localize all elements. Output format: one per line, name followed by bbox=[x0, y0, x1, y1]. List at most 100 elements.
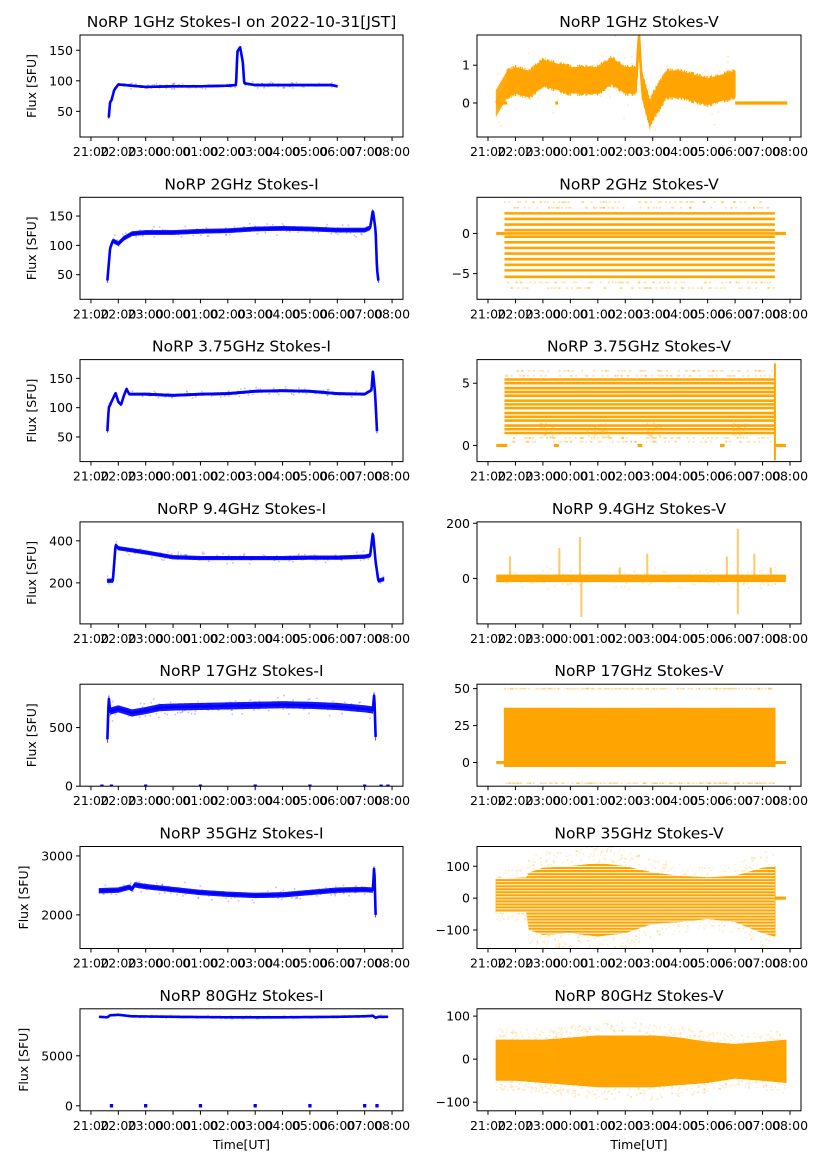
data-point bbox=[600, 429, 603, 432]
data-point bbox=[702, 201, 704, 204]
data-point bbox=[755, 281, 758, 284]
data-point bbox=[622, 281, 625, 284]
data-point bbox=[298, 391, 301, 394]
data-point bbox=[247, 394, 250, 396]
data-point bbox=[327, 388, 329, 391]
data-point bbox=[269, 81, 272, 83]
data-point bbox=[295, 81, 298, 84]
data-point bbox=[135, 235, 137, 238]
data-point bbox=[653, 437, 656, 439]
data-point bbox=[689, 206, 692, 209]
data-point bbox=[580, 91, 583, 93]
data-point bbox=[767, 206, 770, 209]
data-point bbox=[687, 96, 689, 99]
data-point bbox=[569, 73, 571, 76]
data-point bbox=[176, 86, 179, 89]
data-point bbox=[633, 79, 635, 81]
data-point bbox=[754, 281, 757, 284]
data-point bbox=[610, 64, 613, 67]
data-point bbox=[119, 240, 121, 243]
data-point bbox=[120, 401, 123, 403]
data-point bbox=[630, 55, 633, 58]
data-point bbox=[565, 83, 568, 85]
data-point bbox=[159, 393, 161, 396]
data-point bbox=[679, 73, 681, 75]
data-point bbox=[534, 75, 537, 78]
data-point bbox=[636, 374, 639, 377]
data-point bbox=[318, 392, 321, 395]
data-point bbox=[532, 75, 535, 78]
x-tick-label: 03:00 bbox=[635, 469, 671, 484]
data-point bbox=[582, 437, 585, 439]
data-point bbox=[254, 225, 257, 227]
data-point bbox=[738, 369, 741, 372]
data-point bbox=[689, 206, 692, 209]
data-point bbox=[625, 79, 628, 81]
data-point bbox=[560, 206, 563, 209]
data-point bbox=[194, 396, 197, 398]
data-point bbox=[600, 369, 603, 372]
data-point bbox=[686, 201, 689, 204]
data-point bbox=[570, 440, 572, 443]
data-point bbox=[191, 397, 194, 399]
data-point bbox=[248, 222, 251, 225]
data-point bbox=[260, 82, 263, 85]
data-point bbox=[702, 437, 704, 439]
data-point bbox=[135, 85, 137, 87]
data-point bbox=[702, 84, 705, 87]
data-point bbox=[744, 423, 747, 426]
data-point bbox=[211, 231, 213, 234]
axes-frame bbox=[476, 359, 802, 463]
data-point bbox=[614, 374, 617, 377]
x-tick-label: 02:00 bbox=[607, 144, 643, 159]
data-point bbox=[114, 239, 117, 242]
data-point bbox=[242, 72, 245, 75]
data-point bbox=[650, 424, 653, 427]
data-point bbox=[563, 80, 565, 83]
data-point bbox=[228, 83, 231, 86]
data-point bbox=[602, 437, 604, 439]
data-point bbox=[268, 83, 271, 85]
data-point bbox=[581, 201, 584, 204]
data-point bbox=[188, 393, 191, 395]
data-point bbox=[601, 374, 604, 377]
data-point bbox=[653, 440, 656, 443]
data-point bbox=[726, 374, 729, 377]
data-point bbox=[759, 374, 762, 377]
data-point bbox=[702, 93, 705, 95]
data-point bbox=[317, 231, 320, 234]
data-point bbox=[212, 229, 215, 231]
x-tick-label: 21:00 bbox=[73, 144, 109, 159]
data-point bbox=[701, 99, 703, 101]
data-point bbox=[355, 236, 357, 238]
subplot-v2: NoRP 2GHz Stokes-V −5 0 21:0022:0023:0000:0… bbox=[452, 175, 809, 321]
data-point bbox=[631, 287, 634, 289]
data-point bbox=[677, 437, 680, 439]
data-point bbox=[593, 435, 596, 438]
y-tick-label: −5 bbox=[452, 266, 470, 281]
data-point bbox=[271, 227, 274, 230]
data-point bbox=[172, 393, 174, 396]
data-point bbox=[529, 437, 532, 439]
data-point bbox=[543, 432, 546, 435]
data-point bbox=[567, 369, 570, 372]
data-point bbox=[618, 201, 620, 204]
data-point bbox=[627, 281, 630, 284]
data-point bbox=[666, 374, 668, 377]
data-point bbox=[140, 86, 143, 88]
data-point bbox=[623, 369, 626, 372]
data-point bbox=[337, 226, 339, 229]
data-point bbox=[658, 95, 661, 97]
data-point bbox=[722, 369, 724, 372]
data-point bbox=[623, 117, 625, 120]
data-point bbox=[272, 387, 275, 390]
data-point bbox=[752, 206, 755, 209]
data-point bbox=[326, 223, 328, 226]
data-point bbox=[107, 417, 110, 419]
data-point bbox=[650, 431, 653, 433]
data-point bbox=[548, 206, 550, 209]
data-point bbox=[624, 83, 626, 86]
data-point bbox=[571, 73, 574, 76]
data-point bbox=[736, 428, 739, 431]
x-tick-label: 03:00 bbox=[635, 306, 671, 321]
